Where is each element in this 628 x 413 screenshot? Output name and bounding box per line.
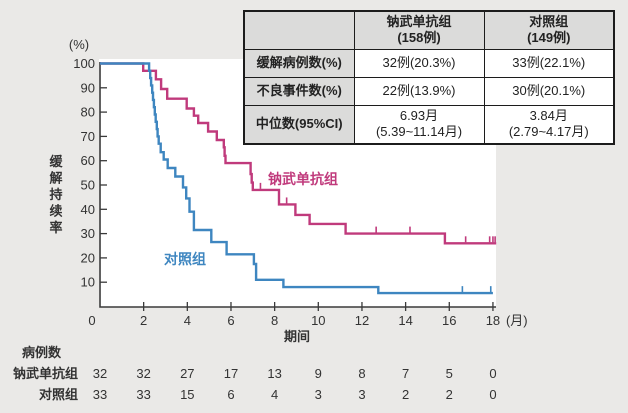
summary-header-row: 钠武单抗组 (158例) 对照组 (149例) — [243, 10, 615, 50]
summary-header-control: 对照组 (149例) — [483, 10, 615, 50]
y-tick-label: 100 — [73, 56, 95, 71]
at-risk-count: 0 — [489, 366, 496, 381]
at-risk-count: 5 — [446, 366, 453, 381]
km-curve-control — [100, 62, 493, 295]
adverse-nivolumab: 22例(13.9%) — [353, 76, 485, 106]
y-tick-label: 80 — [81, 105, 95, 120]
x-tick-label: 14 — [398, 313, 412, 328]
group1-n: (158例) — [397, 30, 441, 46]
remission-control: 33例(22.1%) — [483, 48, 615, 78]
x-tick-label: 18 — [486, 313, 500, 328]
x-tick-label: 12 — [355, 313, 369, 328]
at-risk-count: 32 — [93, 366, 107, 381]
median-control-ci: (2.79~4.17月) — [508, 124, 589, 140]
median-nivolumab-ci: (5.39~11.14月) — [375, 124, 463, 140]
y-tick-label: 70 — [81, 129, 95, 144]
x-tick-label: 10 — [311, 313, 325, 328]
y-axis-title-char: 解 — [48, 171, 62, 186]
y-tick-label: 90 — [81, 80, 95, 95]
x-tick-label: 4 — [184, 313, 191, 328]
x-tick-label: 6 — [227, 313, 234, 328]
at-risk-count: 4 — [271, 387, 278, 402]
row-label-adverse: 不良事件数(%) — [243, 76, 355, 106]
at-risk-count: 27 — [180, 366, 194, 381]
at-risk-count: 2 — [446, 387, 453, 402]
at-risk-count: 0 — [489, 387, 496, 402]
summary-row-adverse: 不良事件数(%) 22例(13.9%) 30例(20.1%) — [243, 76, 615, 106]
median-control-value: 3.84月 — [529, 108, 568, 123]
at-risk-count: 32 — [136, 366, 150, 381]
axes — [99, 62, 496, 308]
y-tick-label: 40 — [81, 202, 95, 217]
summary-row-median: 中位数(95%CI) 6.93月 (5.39~11.14月) 3.84月 (2.… — [243, 104, 615, 145]
at-risk-count: 6 — [227, 387, 234, 402]
x-tick-label: 0 — [88, 313, 95, 328]
summary-table: 钠武单抗组 (158例) 对照组 (149例) 缓解病例数(%) 32例(20.… — [243, 10, 615, 145]
x-axis-unit: (月) — [506, 313, 528, 328]
curve-label-nivolumab: 钠武单抗组 — [268, 171, 338, 187]
at-risk-count: 7 — [402, 366, 409, 381]
at-risk-count: 3 — [315, 387, 322, 402]
y-axis-title-char: 缓 — [49, 154, 63, 169]
at-risk-count: 33 — [93, 387, 107, 402]
at-risk-count: 3 — [358, 387, 365, 402]
group1-name: 钠武单抗组 — [386, 14, 452, 29]
km-curve-nivolumab — [100, 62, 497, 245]
group2-name: 对照组 — [529, 14, 569, 29]
at-risk-count: 13 — [267, 366, 281, 381]
y-tick-label: 20 — [81, 250, 95, 265]
at-risk-count: 2 — [402, 387, 409, 402]
at-risk-count: 15 — [180, 387, 194, 402]
adverse-control: 30例(20.1%) — [483, 76, 615, 106]
row-label-median: 中位数(95%CI) — [243, 104, 355, 145]
at-risk-count: 33 — [136, 387, 150, 402]
row-label-remission: 缓解病例数(%) — [243, 48, 355, 78]
median-nivolumab: 6.93月 (5.39~11.14月) — [353, 104, 485, 145]
summary-header-nivolumab: 钠武单抗组 (158例) — [353, 10, 485, 50]
at-risk-count: 8 — [358, 366, 365, 381]
y-tick-label: 10 — [81, 275, 95, 290]
at-risk-row-label-nivolumab: 钠武单抗组 — [13, 366, 78, 381]
x-tick-label: 2 — [140, 313, 147, 328]
y-axis-unit: (%) — [69, 37, 89, 52]
y-tick-label: 30 — [81, 226, 95, 241]
y-tick-label: 50 — [81, 178, 95, 193]
y-axis-title-char: 持 — [49, 187, 62, 202]
x-tick-label: 16 — [442, 313, 456, 328]
summary-row-remission: 缓解病例数(%) 32例(20.3%) 33例(22.1%) — [243, 48, 615, 78]
median-control: 3.84月 (2.79~4.17月) — [483, 104, 615, 145]
y-axis-title-char: 续 — [49, 204, 62, 219]
at-risk-title: 病例数 — [22, 345, 62, 360]
at-risk-row-label-control: 对照组 — [39, 387, 78, 402]
y-tick-label: 60 — [81, 153, 95, 168]
at-risk-count: 9 — [315, 366, 322, 381]
remission-nivolumab: 32例(20.3%) — [353, 48, 485, 78]
curve-label-control: 对照组 — [164, 251, 206, 267]
x-axis-title: 期间 — [284, 329, 310, 344]
x-tick-label: 8 — [271, 313, 278, 328]
summary-corner-cell — [243, 10, 355, 50]
y-axis-title-char: 率 — [49, 220, 62, 235]
group2-n: (149例) — [527, 30, 571, 46]
at-risk-count: 17 — [224, 366, 238, 381]
median-nivolumab-value: 6.93月 — [399, 108, 439, 123]
